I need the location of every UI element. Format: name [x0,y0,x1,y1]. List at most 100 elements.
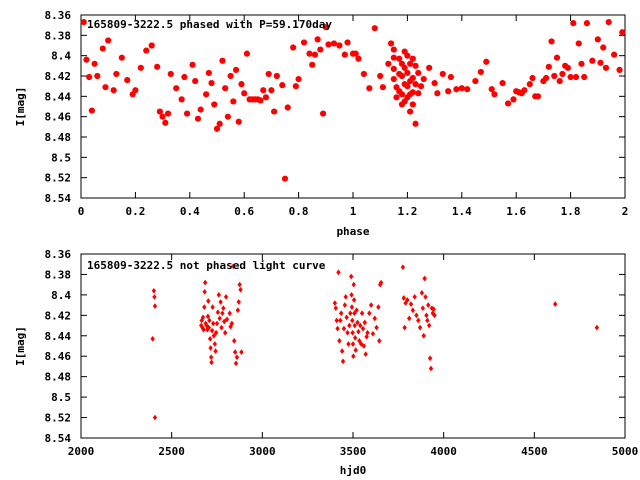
data-point [207,335,213,342]
data-point [376,304,381,311]
data-point [416,317,421,324]
data-point [200,314,206,321]
y-tick-label: 8.52 [45,172,72,185]
data-point [342,302,348,308]
data-point [152,414,158,421]
data-point [424,312,429,319]
data-point [350,329,355,336]
data-point [237,281,242,288]
data-point [499,80,506,87]
data-point [343,294,348,300]
data-point [265,70,272,78]
data-point [178,96,185,103]
data-point [422,275,427,282]
x-tick-label: 5000 [612,445,639,458]
data-point [314,36,321,43]
data-point [425,317,430,324]
data-point [292,83,299,90]
y-tick-label: 8.44 [45,330,72,343]
data-point [102,84,109,91]
data-point [354,307,359,314]
data-point [243,50,251,57]
data-point [390,54,397,61]
data-point [374,324,379,331]
data-point [295,75,302,83]
data-point [260,87,267,94]
data-point [428,365,434,372]
data-point [379,84,387,91]
data-point [336,42,343,49]
data-point [348,310,353,317]
data-point [368,302,374,308]
data-point [432,312,437,319]
data-point [349,304,355,311]
data-point [332,300,338,306]
data-point [334,317,339,324]
data-point [393,94,400,101]
data-point [366,85,373,92]
data-point [281,175,289,182]
data-point [447,73,455,81]
data-point [464,86,471,93]
data-point [412,62,419,69]
data-point [279,82,286,89]
data-point [400,264,406,271]
data-point [223,294,229,300]
data-point [352,310,357,317]
data-point [578,60,585,67]
data-point [407,315,412,322]
data-point [148,42,155,49]
data-point [402,324,407,331]
x-tick-label: 0.4 [180,205,200,218]
data-point [594,324,600,331]
data-point [589,57,596,64]
data-point [284,104,291,111]
data-point [83,56,90,63]
data-point [218,299,223,305]
data-point [217,315,222,322]
data-point [398,91,406,98]
data-point [483,58,490,65]
data-point [420,305,426,312]
data-point [202,304,207,311]
data-point [319,110,327,117]
data-point [215,309,221,316]
data-point [529,74,536,82]
data-point [387,40,395,47]
data-point [488,86,495,93]
data-point [419,289,425,296]
data-point [415,69,422,77]
data-point [364,333,369,340]
data-point [209,359,214,366]
x-axis-label: phase [336,225,369,238]
data-point [352,50,359,57]
data-point [235,307,241,314]
chart-title: 165809-3222.5 phased with P=59.170day [87,18,332,31]
data-point [137,64,144,71]
y-tick-label: 8.5 [51,391,71,404]
data-point [150,335,155,342]
data-point [378,279,384,286]
data-point [344,314,349,321]
data-point [510,96,517,103]
y-tick-label: 8.42 [45,70,72,83]
data-point [412,81,419,88]
data-point [335,325,340,332]
data-point [361,343,367,349]
data-point [372,315,377,322]
data-point [199,322,204,329]
y-tick-label: 8.36 [45,248,72,261]
data-point [398,72,406,80]
data-series [80,19,626,182]
unphased-light-curve-chart: 2000 2500 3000 3500 4000 4500 50008.368.388.48… [14,248,638,477]
data-point [370,330,376,337]
y-tick-label: 8.4 [51,289,71,302]
data-point [346,341,351,347]
data-point [340,358,346,365]
data-point [405,297,410,303]
data-point [306,50,313,57]
data-point [363,351,368,358]
x-tick-label: 2000 [68,445,95,458]
data-point [351,281,356,288]
